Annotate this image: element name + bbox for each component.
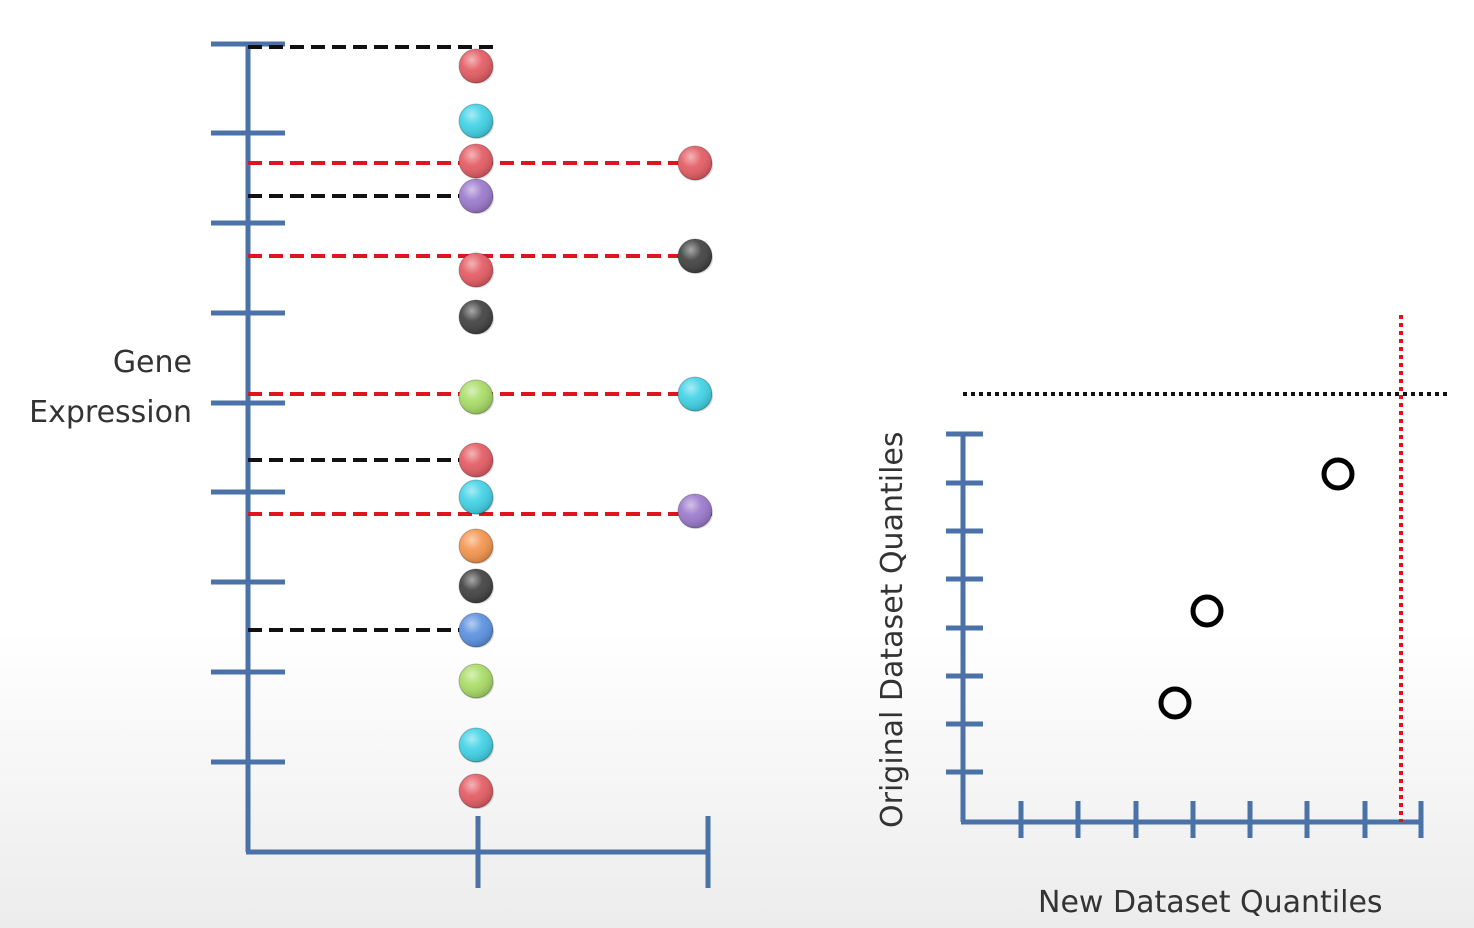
new-point-red [677, 145, 713, 181]
original-dataset-points [458, 48, 494, 809]
original-point-red [458, 48, 494, 84]
new-dataset-points [677, 145, 713, 529]
gene-expression-axes [211, 41, 711, 888]
qq-point [1190, 594, 1224, 628]
qq-y-axis-label: Original Dataset Quantiles [875, 431, 910, 829]
qq-plot-points [1158, 457, 1355, 720]
gene-expression-label-line2: Expression [29, 395, 192, 430]
original-point-red [458, 442, 494, 478]
original-point-red [458, 773, 494, 809]
original-point-green [458, 379, 494, 415]
original-point-cyan [458, 479, 494, 515]
new-point-black [677, 238, 713, 274]
original-point-black [458, 568, 494, 604]
qq-point [1158, 686, 1192, 720]
original-point-green [458, 663, 494, 699]
new-point-cyan [677, 376, 713, 412]
qq-point [1321, 457, 1355, 491]
gene-expression-label: Gene Expression [0, 338, 192, 438]
original-point-red [458, 252, 494, 288]
new-point-purple [677, 493, 713, 529]
original-point-red [458, 143, 494, 179]
qq-x-axis-label: New Dataset Quantiles [1038, 885, 1383, 920]
original-point-purple [458, 178, 494, 214]
qq-plot-reference-lines [963, 315, 1448, 822]
original-point-cyan [458, 727, 494, 763]
qq-plot-axes [946, 431, 1424, 838]
gene-expression-label-line1: Gene [112, 345, 192, 380]
original-point-blue [458, 612, 494, 648]
original-point-orange [458, 528, 494, 564]
original-point-black [458, 299, 494, 335]
original-point-cyan [458, 103, 494, 139]
